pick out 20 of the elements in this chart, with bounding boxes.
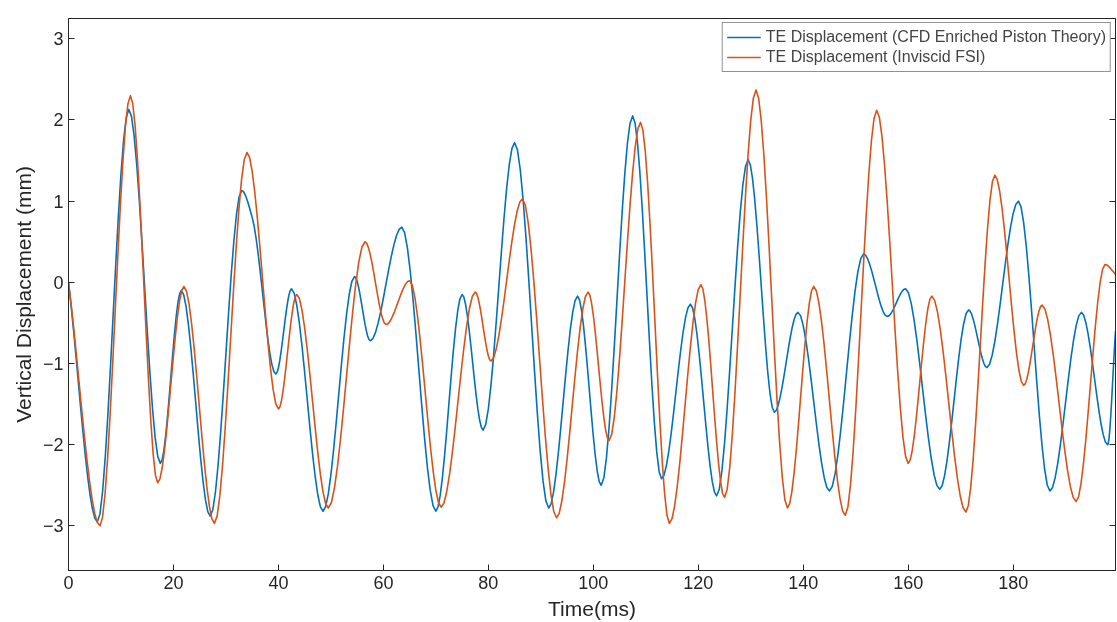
x-tick-label: 60: [373, 572, 394, 593]
x-axis-title: Time(ms): [548, 596, 636, 620]
x-tick-label: 160: [893, 572, 924, 593]
y-axis-title: Vertical Displacement (mm): [11, 166, 35, 423]
y-tick-label: 2: [53, 110, 64, 131]
legend-label: TE Displacement (Inviscid FSI): [765, 48, 986, 66]
y-tick-label: 1: [53, 191, 64, 212]
y-tick-label: 0: [53, 272, 64, 293]
x-tick-label: 80: [478, 572, 499, 593]
y-tick-label: −1: [42, 354, 64, 374]
legend-label: TE Displacement (CFD Enriched Piston Theory): [765, 28, 1106, 46]
x-tick-label: 120: [683, 572, 714, 593]
x-tick-label: 180: [998, 572, 1029, 593]
y-tick-label: −2: [42, 435, 64, 456]
y-tick-label: −3: [42, 516, 64, 537]
x-tick-label: 140: [788, 572, 819, 593]
x-tick-label: 40: [268, 572, 289, 593]
x-tick-label: 100: [578, 572, 609, 593]
y-tick-label: 3: [53, 29, 64, 50]
x-tick-label: 20: [163, 572, 184, 593]
